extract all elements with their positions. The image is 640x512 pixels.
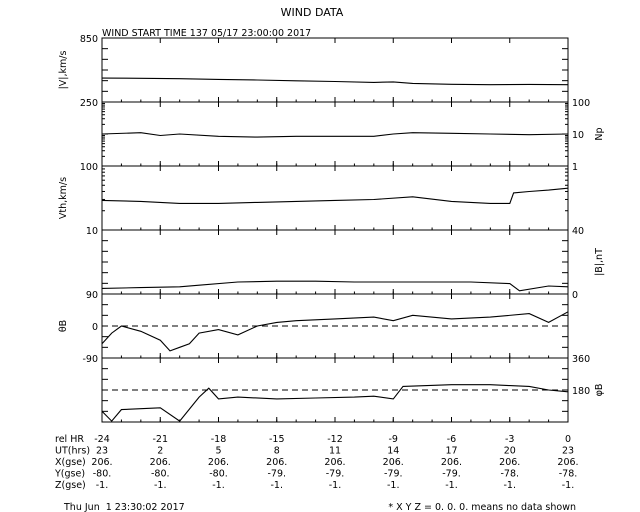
y-axis-label-left: Vth,km/s [58, 177, 69, 219]
footer-cell: 206. [383, 457, 404, 468]
timestamp: Thu Jun 1 23:30:02 2017 [63, 502, 185, 512]
y-tick-label-left: 0 [92, 322, 98, 333]
footer-cell: -1. [504, 480, 517, 491]
footer-cell: -80. [93, 469, 112, 480]
footer-cell: 206. [266, 457, 287, 468]
x-tick-label: -12 [327, 434, 343, 445]
footer-cell: 11 [329, 446, 341, 457]
footer-cell: 5 [215, 446, 221, 457]
y-tick-label-right: 360 [572, 354, 590, 365]
footer-cell: -79. [267, 469, 286, 480]
footer-cell: -1. [387, 480, 400, 491]
footer-row-label: Z(gse) [55, 480, 86, 491]
footer-cell: 8 [274, 446, 280, 457]
y-axis-label-left: |V|,km/s [58, 51, 69, 90]
y-tick-label-left: 250 [80, 98, 98, 109]
series-line-field-magnitude [101, 280, 569, 292]
series-line-density [101, 132, 569, 138]
y-tick-label-right: 0 [572, 290, 578, 301]
footer-cell: 20 [504, 446, 516, 457]
footer-cell: -1. [271, 480, 284, 491]
x-tick-label: 0 [565, 434, 571, 445]
footer-cell: -79. [384, 469, 403, 480]
panel-phi-b: 360 180 φB [101, 354, 605, 423]
footer-row-label: UT(hrs) [55, 446, 90, 457]
panel-density: 100 10 1 Np [101, 98, 605, 173]
footer-cell: 17 [445, 446, 457, 457]
footer-cell: 206. [150, 457, 171, 468]
footer-row-label: X(gse) [55, 457, 86, 468]
panel-frame [101, 37, 569, 103]
footer-cell: -79. [326, 469, 345, 480]
footer-cell: 23 [562, 446, 574, 457]
footer-cell: -80. [209, 469, 228, 480]
footer-cell: 206. [557, 457, 578, 468]
panel-frame [101, 229, 569, 295]
footer-cell: 206. [324, 457, 345, 468]
y-tick-label-right: 10 [572, 130, 584, 141]
y-tick-label-left: 100 [80, 162, 98, 173]
x-tick-label: -3 [505, 434, 514, 445]
footer-cell: -1. [562, 480, 575, 491]
footer-table: rel HR -24 -21 -18 -15 -12 -9 -6 -3 0 UT(hrs) 23 2 5 8… [54, 434, 579, 491]
footer-cell: -1. [445, 480, 458, 491]
panels-group: 850 250 |V|,km/s 100 10 1 Np 100 10 Vth,km/s 40 0 |B… [58, 34, 605, 423]
y-tick-label-right: 40 [572, 226, 584, 237]
footer-cell: -1. [96, 480, 109, 491]
footer-cell: -78. [500, 469, 519, 480]
panel-speed: 850 250 |V|,km/s [58, 34, 569, 109]
y-axis-label-right: Np [594, 127, 605, 140]
series-line-speed [101, 77, 569, 86]
footer-cell: 23 [96, 446, 108, 457]
footer-cell: 2 [157, 446, 163, 457]
x-tick-label: -24 [94, 434, 110, 445]
series-line-thermal-speed [101, 187, 569, 204]
footer-cell: 206. [91, 457, 112, 468]
footer-row-label: rel HR [55, 434, 84, 445]
footer-cell: -80. [151, 469, 170, 480]
footer-row-label: Y(gse) [54, 469, 85, 480]
series-line-theta-b [101, 311, 569, 352]
footer-cell: 206. [441, 457, 462, 468]
panel-thermal-speed: 100 10 Vth,km/s [58, 162, 569, 237]
footer-cell: -1. [329, 480, 342, 491]
y-tick-label-left: 850 [80, 34, 98, 45]
y-tick-label-left: 10 [86, 226, 98, 237]
panel-theta-b: 90 0 -90 θB [58, 290, 569, 365]
x-tick-label: -18 [211, 434, 227, 445]
x-tick-label: -21 [152, 434, 168, 445]
y-tick-label-right: 1 [572, 162, 578, 173]
y-tick-label-left: -90 [82, 354, 98, 365]
footer-cell: 206. [208, 457, 229, 468]
x-tick-label: -9 [389, 434, 398, 445]
footer-cell: -1. [212, 480, 225, 491]
y-tick-label-right: 180 [572, 386, 590, 397]
chart-title: WIND DATA [281, 6, 344, 19]
y-axis-label-left: θB [58, 320, 69, 332]
x-tick-label: -15 [269, 434, 285, 445]
footer-cell: -79. [442, 469, 461, 480]
series-line-phi-b [101, 384, 569, 422]
y-tick-label-left: 90 [86, 290, 98, 301]
no-data-note: * X Y Z = 0. 0. 0. means no data shown [388, 502, 576, 512]
footer-cell: -1. [154, 480, 167, 491]
panel-frame [101, 165, 569, 231]
x-tick-label: -6 [447, 434, 456, 445]
panel-field-magnitude: 40 0 |B|,nT [101, 226, 605, 301]
footer-cell: 14 [387, 446, 399, 457]
y-axis-label-right: |B|,nT [594, 248, 605, 276]
chart-subtitle: WIND START TIME 137 05/17 23:00:00 2017 [102, 28, 311, 39]
footer-cell: -78. [559, 469, 578, 480]
y-axis-label-right: φB [594, 384, 605, 397]
y-tick-label-right: 100 [572, 98, 590, 109]
footer-cell: 206. [499, 457, 520, 468]
